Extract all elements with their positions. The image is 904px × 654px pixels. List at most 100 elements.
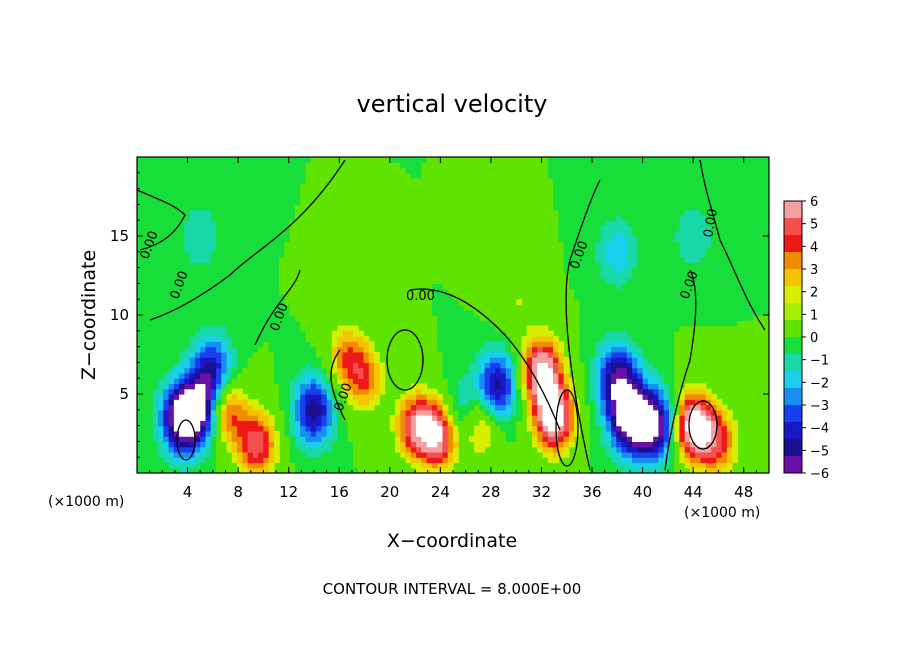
- heatmap-cell: [258, 272, 264, 279]
- heatmap-cell: [553, 193, 559, 200]
- heatmap-cell: [258, 183, 264, 190]
- heatmap-cell: [342, 214, 349, 221]
- heatmap-cell: [221, 157, 228, 163]
- heatmap-cell: [368, 214, 375, 221]
- heatmap-cell: [331, 430, 338, 437]
- heatmap-cell: [352, 325, 359, 332]
- heatmap-cell: [447, 367, 454, 374]
- heatmap-cell: [395, 325, 401, 332]
- heatmap-cell: [247, 341, 254, 348]
- heatmap-cell: [289, 372, 296, 379]
- heatmap-cell: [421, 188, 428, 195]
- heatmap-cell: [474, 225, 480, 232]
- heatmap-cell: [158, 209, 164, 216]
- heatmap-cell: [547, 188, 554, 195]
- heatmap-cell: [268, 341, 275, 348]
- heatmap-cell: [263, 204, 270, 211]
- heatmap-cell: [584, 467, 591, 473]
- heatmap-cell: [242, 378, 249, 385]
- heatmap-cell: [210, 467, 217, 473]
- heatmap-cell: [252, 236, 259, 242]
- heatmap-cell: [510, 330, 517, 337]
- heatmap-cell: [173, 230, 180, 237]
- heatmap-cell: [163, 330, 170, 337]
- heatmap-cell: [142, 341, 149, 348]
- heatmap-cell: [194, 241, 201, 248]
- heatmap-cell: [168, 309, 175, 316]
- heatmap-cell: [295, 162, 301, 169]
- heatmap-cell: [431, 193, 438, 200]
- heatmap-cell: [416, 441, 422, 448]
- heatmap-cell: [163, 299, 170, 306]
- heatmap-cell: [326, 394, 333, 400]
- heatmap-cell: [310, 425, 317, 432]
- heatmap-cell: [300, 446, 307, 453]
- heatmap-cell: [226, 383, 233, 390]
- heatmap-cell: [389, 293, 396, 300]
- heatmap-cell: [310, 220, 317, 227]
- heatmap-cell: [142, 425, 149, 432]
- heatmap-cell: [595, 183, 602, 190]
- heatmap-cell: [431, 420, 438, 427]
- heatmap-cell: [226, 241, 233, 248]
- heatmap-cell: [479, 357, 486, 363]
- heatmap-cell: [289, 183, 296, 190]
- heatmap-cell: [194, 357, 201, 363]
- heatmap-cell: [437, 172, 444, 179]
- heatmap-cell: [179, 425, 185, 432]
- heatmap-cell: [495, 367, 501, 374]
- heatmap-cell: [310, 157, 317, 163]
- heatmap-cell: [216, 209, 222, 216]
- heatmap-cell: [316, 199, 322, 205]
- heatmap-cell: [268, 162, 275, 169]
- heatmap-cell: [463, 357, 470, 363]
- heatmap-cell: [479, 267, 486, 274]
- heatmap-cell: [521, 225, 528, 232]
- heatmap-cell: [426, 367, 433, 374]
- heatmap-cell: [305, 167, 312, 174]
- heatmap-cell: [374, 315, 380, 321]
- heatmap-cell: [363, 267, 370, 274]
- heatmap-cell: [184, 299, 191, 306]
- heatmap-cell: [258, 193, 264, 200]
- heatmap-cell: [463, 204, 470, 211]
- heatmap-cell: [563, 446, 570, 453]
- heatmap-cell: [221, 172, 228, 179]
- heatmap-cell: [595, 199, 602, 205]
- heatmap-cell: [368, 315, 375, 321]
- heatmap-cell: [568, 420, 575, 427]
- heatmap-cell: [474, 330, 480, 337]
- heatmap-cell: [305, 367, 312, 374]
- heatmap-cell: [142, 241, 149, 248]
- heatmap-cell: [431, 204, 438, 211]
- heatmap-cell: [558, 299, 565, 306]
- heatmap-cell: [532, 357, 538, 363]
- heatmap-cell: [289, 246, 296, 253]
- heatmap-cell: [526, 278, 533, 284]
- heatmap-cell: [310, 362, 317, 369]
- heatmap-cell: [363, 383, 370, 390]
- heatmap-cell: [558, 241, 565, 248]
- heatmap-cell: [463, 220, 470, 227]
- heatmap-cell: [379, 272, 386, 279]
- heatmap-cell: [205, 436, 212, 442]
- heatmap-cell: [210, 336, 217, 342]
- heatmap-cell: [458, 304, 465, 311]
- heatmap-cell: [237, 167, 243, 174]
- heatmap-cell: [516, 209, 523, 216]
- heatmap-cell: [431, 436, 438, 442]
- heatmap-cell: [205, 451, 212, 458]
- heatmap-cell: [252, 278, 259, 284]
- heatmap-cell: [273, 351, 280, 358]
- heatmap-cell: [458, 394, 465, 400]
- heatmap-cell: [400, 467, 407, 473]
- heatmap-cell: [453, 188, 459, 195]
- heatmap-cell: [442, 383, 449, 390]
- heatmap-cell: [584, 330, 591, 337]
- heatmap-cell: [268, 257, 275, 263]
- heatmap-cell: [537, 225, 544, 232]
- heatmap-cell: [521, 162, 528, 169]
- heatmap-cell: [526, 178, 533, 184]
- heatmap-cell: [142, 441, 149, 448]
